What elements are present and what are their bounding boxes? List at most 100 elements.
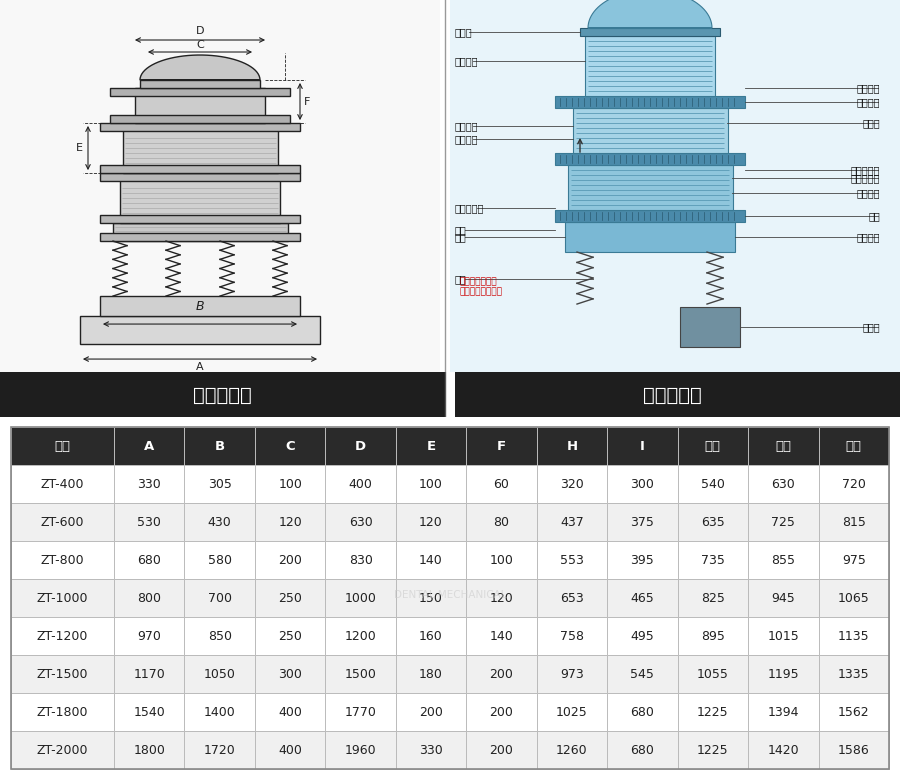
Text: 320: 320 (560, 477, 584, 491)
Bar (748, 465, 818, 503)
Bar (536, 731, 608, 769)
Bar (11, 541, 114, 580)
Text: ZT-1500: ZT-1500 (37, 668, 88, 681)
Text: 型号: 型号 (55, 440, 70, 452)
Bar (184, 693, 255, 731)
Bar (0, 0, 440, 372)
Text: 720: 720 (842, 477, 866, 491)
Bar (678, 465, 748, 503)
Text: 球形清洗板: 球形清洗板 (850, 165, 880, 175)
Bar (396, 427, 466, 465)
Text: I: I (640, 440, 644, 452)
Text: 1260: 1260 (556, 743, 588, 757)
Text: F: F (304, 97, 310, 107)
Text: A: A (196, 362, 203, 372)
Text: B: B (214, 440, 225, 452)
Text: 540: 540 (701, 477, 724, 491)
Text: D: D (196, 26, 204, 36)
Bar (608, 617, 678, 655)
Bar (678, 731, 748, 769)
Text: 100: 100 (490, 554, 513, 567)
Text: 外形尺寸图: 外形尺寸图 (193, 385, 251, 405)
Bar (396, 731, 466, 769)
Bar (748, 503, 818, 541)
Text: 160: 160 (419, 629, 443, 643)
Text: 120: 120 (419, 516, 443, 529)
Bar (466, 580, 536, 617)
Bar (678, 541, 748, 580)
Bar (748, 655, 818, 693)
Text: 395: 395 (631, 554, 654, 567)
Text: 一层: 一层 (705, 440, 721, 452)
Bar (608, 580, 678, 617)
Bar (135, 88, 265, 123)
Text: 140: 140 (419, 554, 443, 567)
Text: 855: 855 (771, 554, 796, 567)
Bar (536, 503, 608, 541)
Text: 140: 140 (490, 629, 513, 643)
Bar (536, 655, 608, 693)
Bar (396, 617, 466, 655)
Bar (818, 427, 889, 465)
Bar (568, 165, 733, 210)
Bar (255, 580, 325, 617)
Text: 970: 970 (138, 629, 161, 643)
Polygon shape (140, 55, 260, 80)
Bar (466, 655, 536, 693)
Bar (325, 731, 396, 769)
Text: 580: 580 (208, 554, 231, 567)
Text: 辅助筛网: 辅助筛网 (857, 83, 880, 93)
Bar (114, 580, 184, 617)
Text: 1960: 1960 (345, 743, 376, 757)
Bar (678, 617, 748, 655)
Bar (100, 123, 300, 131)
Text: ZT-400: ZT-400 (40, 477, 85, 491)
Text: 1800: 1800 (133, 743, 165, 757)
Bar (255, 465, 325, 503)
Text: 二层: 二层 (775, 440, 791, 452)
Text: 973: 973 (560, 668, 584, 681)
Bar (325, 541, 396, 580)
Bar (536, 617, 608, 655)
Text: 1170: 1170 (133, 668, 165, 681)
Bar (555, 96, 745, 108)
Text: ZT-1800: ZT-1800 (37, 706, 88, 718)
Text: 振体: 振体 (868, 211, 880, 221)
Text: ZT-2000: ZT-2000 (37, 743, 88, 757)
Text: 运输用固定螺栓
试机时去掉！！！: 运输用固定螺栓 试机时去掉！！！ (460, 278, 503, 296)
Text: 735: 735 (701, 554, 724, 567)
Bar (110, 115, 290, 123)
Bar (11, 693, 114, 731)
Bar (466, 427, 536, 465)
Bar (565, 222, 735, 252)
Text: 700: 700 (208, 592, 231, 604)
Bar (608, 465, 678, 503)
Text: 630: 630 (348, 516, 373, 529)
Bar (818, 693, 889, 731)
Bar (748, 580, 818, 617)
Bar (608, 655, 678, 693)
Text: 1195: 1195 (768, 668, 799, 681)
Bar (678, 655, 748, 693)
Text: 250: 250 (278, 592, 302, 604)
Bar (140, 80, 260, 88)
Bar (466, 503, 536, 541)
Text: 680: 680 (631, 706, 654, 718)
Text: B: B (195, 300, 204, 313)
Bar (114, 693, 184, 731)
Text: D: D (355, 440, 366, 452)
Bar (11, 503, 114, 541)
Bar (255, 693, 325, 731)
Text: 上部重锤: 上部重锤 (857, 188, 880, 198)
Bar (455, 372, 900, 417)
Bar (396, 693, 466, 731)
Bar (466, 541, 536, 580)
Bar (536, 465, 608, 503)
Text: 1420: 1420 (768, 743, 799, 757)
Text: 825: 825 (701, 592, 724, 604)
Bar (608, 427, 678, 465)
Text: 1015: 1015 (768, 629, 799, 643)
Bar (0, 372, 445, 417)
Bar (11, 427, 114, 465)
Text: 1400: 1400 (203, 706, 236, 718)
